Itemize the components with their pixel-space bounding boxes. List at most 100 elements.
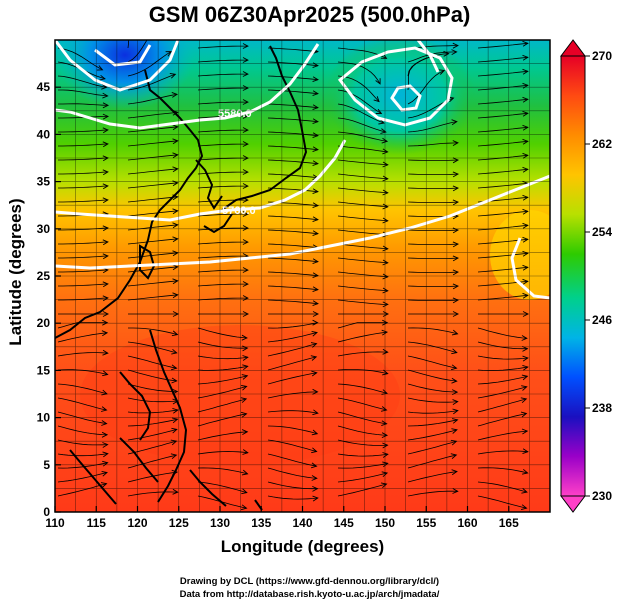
streamline-arrowhead [242,183,249,189]
streamline-arrowhead [102,102,110,109]
streamline-arrowhead [312,286,319,293]
streamline-arrowhead [242,449,249,455]
streamline [407,327,458,335]
streamline-arrowhead [242,99,249,105]
streamline [407,397,458,403]
streamline [477,182,528,189]
x-tick-label: 120 [127,516,147,530]
x-tick-label: 110 [45,516,65,530]
streamline [197,481,247,493]
streamline [337,369,388,374]
streamline [337,89,382,114]
streamline [477,450,528,455]
streamline-arrowhead [522,152,529,159]
streamline-arrowhead [521,428,529,435]
streamline-arrowhead [102,239,109,246]
streamline [197,386,247,399]
streamline-arrowhead [172,152,179,159]
streamline-arrowhead [312,76,319,83]
streamline-arrowhead [241,429,249,435]
streamline [267,467,317,479]
streamline [407,257,459,259]
streamline-arrowhead [242,311,250,317]
streamline-arrowhead [102,183,109,190]
streamline [477,341,528,350]
streamline [267,131,318,137]
streamline-arrowhead [438,69,446,75]
streamline-arrowhead [96,65,104,71]
streamline [127,409,178,414]
streamline [197,255,248,259]
streamline [477,327,527,339]
streamline-arrowhead [242,127,249,133]
colorbar: 270 262 254 246 238 230 [560,39,612,513]
streamline-arrowhead [101,330,109,337]
streamline-arrowhead [522,264,529,271]
contour-label-5580: 5580.0 [218,108,252,120]
streamline-arrowhead [522,292,529,299]
lat-lon-grid [54,39,551,513]
streamline [197,73,248,77]
streamline-arrowhead [310,355,318,361]
streamline-arrowhead [172,236,179,243]
streamline [127,210,178,217]
streamline [267,285,318,291]
streamline-arrowhead [451,329,459,336]
streamline-arrowhead [452,140,459,146]
streamline-arrowhead [101,431,109,438]
streamline [267,257,318,263]
streamline [57,411,107,424]
x-tick-label: 160 [457,516,477,530]
streamline-arrowhead [382,148,389,155]
streamline-arrowhead [522,110,529,117]
streamline [58,241,108,245]
streamline-arrowhead [382,287,389,294]
streamline [477,56,528,63]
streamline [197,269,248,273]
streamline-arrowhead [381,137,389,144]
streamline [337,61,381,85]
streamline-arrowhead [172,278,179,285]
x-tick-label: 155 [416,516,436,530]
streamline-arrowhead [241,374,249,380]
streamline-arrowhead [520,397,528,404]
streamline-arrowhead [242,169,249,175]
colorbar-tick-label: 262 [592,137,612,151]
streamline [477,413,527,427]
streamline-arrowhead [451,377,458,384]
streamline [197,115,248,119]
streamline [267,117,318,123]
x-tick-label: 165 [499,516,519,530]
streamline-arrowhead [102,319,109,326]
streamline-arrowhead [451,469,458,476]
streamline-arrowhead [310,462,318,469]
streamline-arrowhead [452,269,460,276]
streamline-arrowhead [172,250,179,257]
streamline-arrowhead [311,370,318,377]
streamline-arrowhead [520,411,528,418]
streamline-arrowhead [450,453,458,459]
streamline [58,199,108,203]
streamline-arrowhead [242,43,249,49]
streamline-arrowhead [522,345,529,352]
streamline-arrowhead [172,138,179,145]
streamline-arrowhead [451,49,458,55]
streamline [477,398,527,413]
streamline [407,173,459,175]
streamline-arrowhead [380,406,388,412]
streamline [407,55,436,91]
streamline-arrowhead [102,225,109,232]
streamline-arrowhead [172,311,180,317]
streamline [267,89,318,95]
streamline [127,383,178,392]
streamline-arrowhead [451,428,458,434]
streamline [337,439,388,446]
streamline-arrowhead [382,175,389,182]
streamline [477,481,528,493]
streamline-arrowhead [451,119,458,126]
streamline [477,266,528,273]
streamline [267,299,318,305]
streamline [127,440,177,455]
streamline-arrowhead [521,488,528,494]
